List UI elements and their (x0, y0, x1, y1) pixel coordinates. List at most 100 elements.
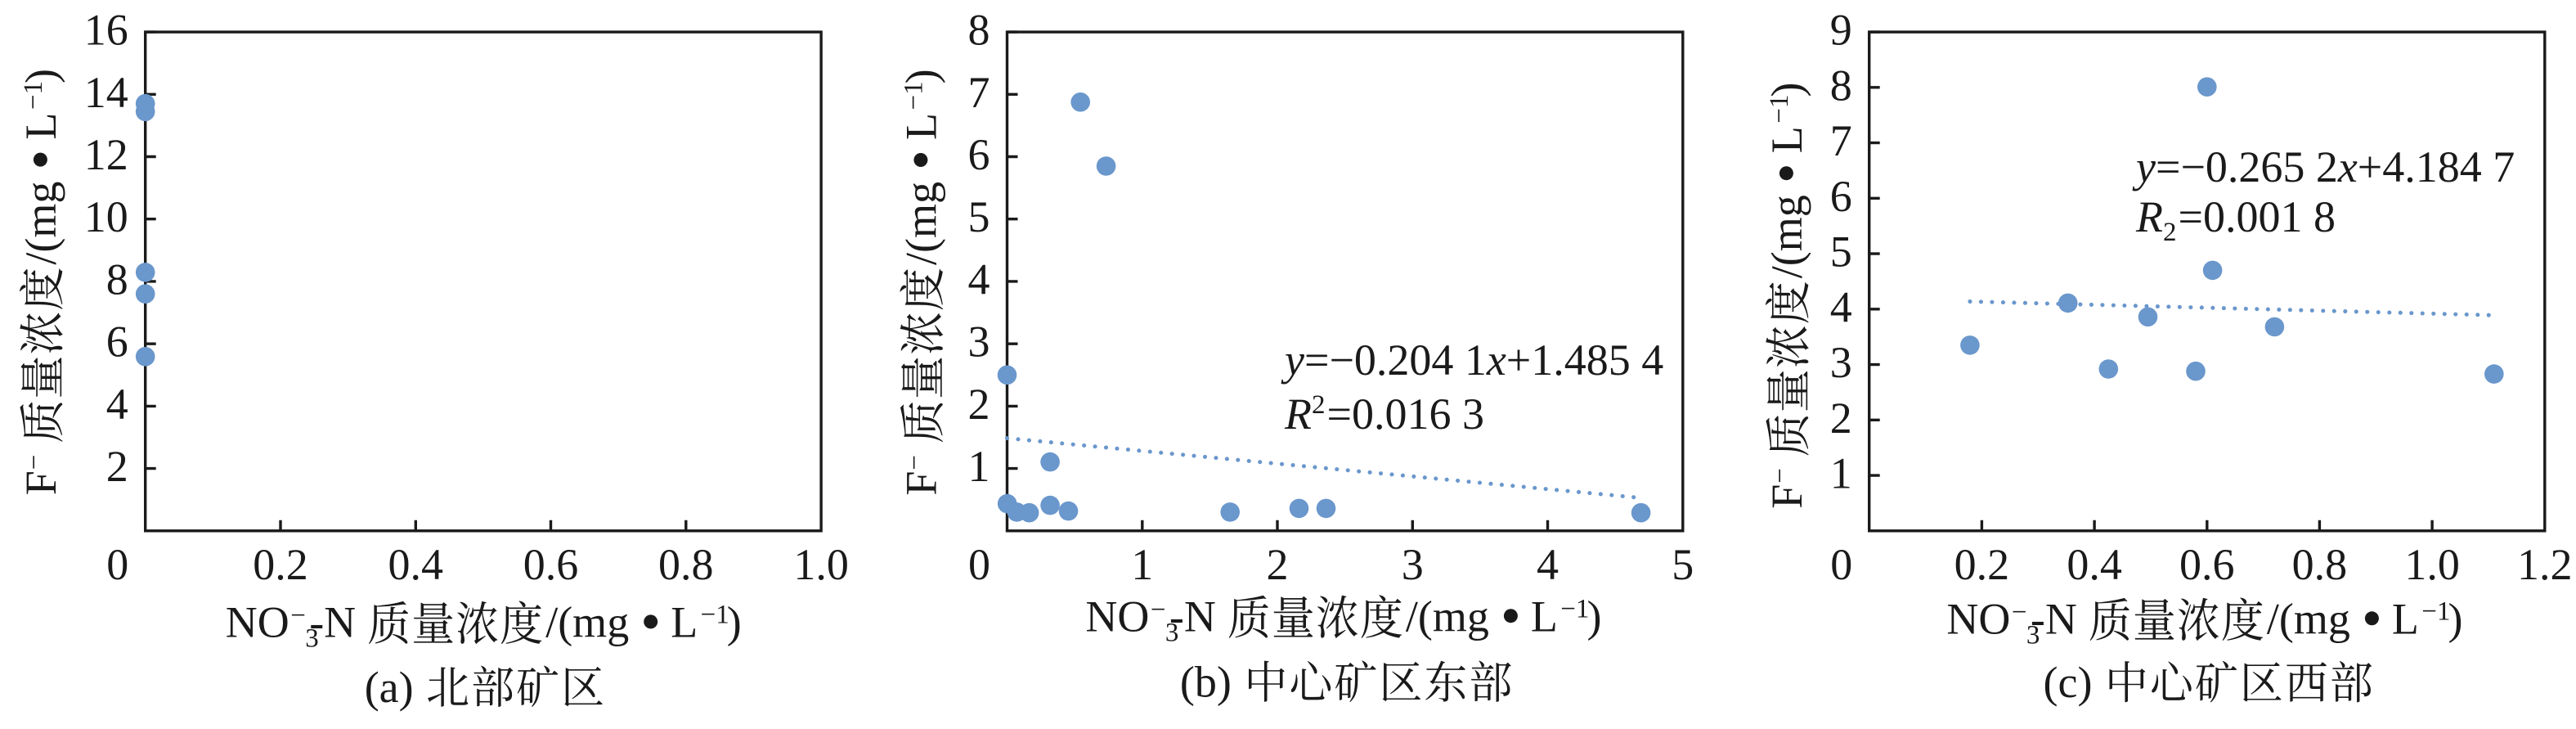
svg-text:L: L (897, 113, 946, 140)
svg-text:NO: NO (1946, 594, 2010, 643)
svg-text:R: R (2135, 192, 2163, 241)
svg-text:6: 6 (1830, 172, 1852, 221)
svg-text:(b): (b) (1180, 658, 1232, 707)
svg-text:4: 4 (106, 380, 128, 429)
svg-text:2: 2 (2163, 218, 2177, 247)
svg-text:−: − (2012, 597, 2027, 627)
svg-text:5: 5 (1830, 227, 1852, 277)
svg-text:NO: NO (226, 598, 289, 647)
svg-text:/(mg: /(mg (16, 182, 65, 265)
svg-text:4: 4 (968, 254, 990, 304)
svg-text:0.4: 0.4 (388, 540, 444, 589)
svg-text:3: 3 (1830, 338, 1852, 387)
svg-text:4: 4 (1830, 282, 1852, 331)
svg-text:L: L (16, 113, 65, 140)
svg-text:7: 7 (968, 68, 990, 117)
svg-text:−1: −1 (701, 601, 729, 630)
svg-text:1.0: 1.0 (2404, 540, 2460, 589)
svg-text:−: − (1151, 595, 1166, 624)
svg-text:1.0: 1.0 (793, 540, 849, 589)
svg-text:0.8: 0.8 (2292, 540, 2348, 589)
svg-text:0.8: 0.8 (658, 540, 714, 589)
svg-text:0.6: 0.6 (2179, 540, 2235, 589)
svg-text:−1: −1 (2421, 596, 2450, 626)
svg-text:−1: −1 (900, 81, 929, 110)
svg-text:): ) (1762, 83, 1811, 97)
svg-text:3: 3 (305, 624, 319, 654)
svg-text:2: 2 (106, 442, 128, 491)
svg-text:x: x (1486, 335, 1506, 385)
svg-text:-N: -N (309, 598, 356, 647)
svg-text:=0.016 3: =0.016 3 (1327, 389, 1484, 439)
svg-text:14: 14 (84, 68, 128, 117)
svg-text:10: 10 (84, 192, 128, 241)
svg-text:4: 4 (1537, 540, 1559, 589)
svg-text:-N: -N (2031, 594, 2077, 643)
svg-text:3: 3 (968, 317, 990, 367)
svg-text:6: 6 (106, 317, 128, 367)
svg-text:0.2: 0.2 (1954, 540, 2010, 589)
svg-text:16: 16 (84, 6, 128, 55)
svg-text:): ) (727, 598, 742, 647)
svg-text:5: 5 (1672, 540, 1694, 589)
svg-text:0: 0 (106, 540, 128, 589)
svg-text:8: 8 (106, 254, 128, 304)
svg-text:): ) (16, 69, 65, 83)
svg-text:y: y (1281, 335, 1304, 385)
svg-text:x: x (2337, 142, 2358, 191)
svg-text:6: 6 (968, 130, 990, 179)
svg-text:3: 3 (1165, 618, 1179, 647)
svg-text:=−0.204 1: =−0.204 1 (1304, 335, 1487, 385)
svg-text:(a): (a) (365, 663, 414, 712)
svg-text:F: F (16, 470, 65, 495)
svg-text:/(mg: /(mg (1406, 592, 1489, 641)
svg-text:0: 0 (1830, 540, 1852, 589)
svg-text:−1: −1 (1560, 594, 1589, 623)
svg-text:1.2: 1.2 (2517, 540, 2573, 589)
svg-text:7: 7 (1830, 116, 1852, 165)
svg-text:/(mg: /(mg (2267, 594, 2350, 643)
svg-text:0: 0 (968, 540, 990, 589)
svg-text:+4.184 7: +4.184 7 (2358, 142, 2515, 191)
svg-text:L: L (1531, 592, 1558, 641)
svg-text:=0.001 8: =0.001 8 (2179, 192, 2336, 241)
svg-text:0.2: 0.2 (253, 540, 308, 589)
svg-text:F: F (1762, 484, 1811, 509)
svg-text:5: 5 (968, 192, 990, 241)
svg-text:−: − (20, 455, 49, 470)
svg-text:L: L (1762, 126, 1811, 153)
svg-text:L: L (2392, 594, 2419, 643)
svg-text:F: F (897, 471, 946, 496)
svg-text:-N: -N (1169, 592, 1216, 641)
svg-text:NO: NO (1085, 592, 1149, 641)
svg-text:1: 1 (968, 442, 990, 491)
svg-text:3: 3 (2026, 620, 2040, 650)
svg-text:8: 8 (1830, 61, 1852, 110)
svg-text:): ) (1587, 592, 1602, 641)
svg-text:): ) (2448, 594, 2463, 643)
svg-text:2: 2 (1312, 390, 1326, 420)
svg-text:8: 8 (968, 6, 990, 55)
svg-text:12: 12 (84, 130, 128, 179)
svg-text:2: 2 (1267, 540, 1289, 589)
svg-text:−1: −1 (1765, 95, 1794, 124)
svg-text:+1.485 4: +1.485 4 (1506, 335, 1663, 385)
svg-text:0.6: 0.6 (523, 540, 579, 589)
svg-text:/(mg: /(mg (1762, 195, 1811, 278)
svg-text:1: 1 (1131, 540, 1153, 589)
svg-text:−1: −1 (19, 81, 48, 110)
svg-text:): ) (897, 69, 946, 83)
svg-text:−: − (900, 455, 930, 470)
svg-text:−: − (290, 601, 306, 631)
svg-text:9: 9 (1830, 6, 1852, 55)
svg-text:2: 2 (968, 380, 990, 429)
svg-text:/(mg: /(mg (897, 182, 946, 265)
svg-text:1: 1 (1830, 449, 1852, 498)
svg-text:(c): (c) (2044, 658, 2093, 707)
svg-text:3: 3 (1402, 540, 1424, 589)
svg-text:y: y (2132, 142, 2156, 191)
svg-text:−: − (1766, 468, 1795, 484)
svg-text:R: R (1284, 389, 1312, 439)
svg-text:=−0.265 2: =−0.265 2 (2156, 142, 2338, 191)
svg-text:/(mg: /(mg (545, 598, 629, 647)
